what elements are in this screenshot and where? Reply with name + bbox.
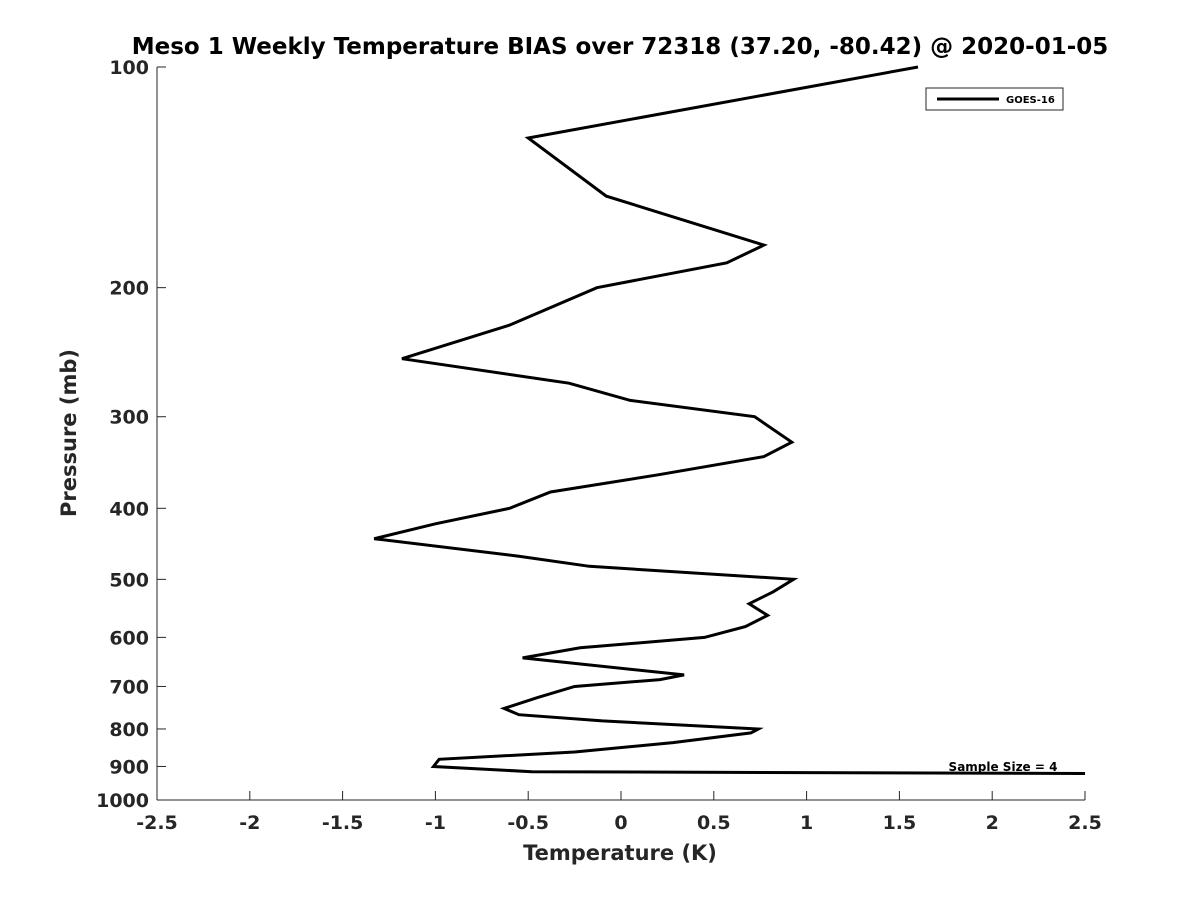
plot-series [373, 65, 1086, 775]
plot-axes: -2.5 -2 -1.5 -1 -0.5 0 0.5 1 1.5 2 2.5 100 200 300 400… [96, 57, 1102, 834]
y-tick-label: 400 [109, 498, 149, 520]
x-tick-label: 0 [614, 812, 627, 834]
x-tick-label: -1.5 [322, 812, 364, 834]
y-axis-label: Pressure (mb) [57, 349, 81, 517]
y-tick-label: 200 [109, 278, 149, 300]
y-tick-label: 600 [109, 627, 149, 649]
series-line [373, 65, 1086, 775]
x-tick-label: 0.5 [697, 812, 731, 834]
x-tick-label: -1 [425, 812, 446, 834]
legend-label: GOES-16 [1006, 95, 1055, 106]
y-tick-label: 100 [109, 57, 149, 79]
y-tick-label: 800 [109, 719, 149, 741]
x-tick-label: 1 [800, 812, 813, 834]
y-tick-label: 700 [109, 676, 149, 698]
y-tick-label: 500 [109, 569, 149, 591]
sample-size-annotation: Sample Size = 4 [949, 760, 1058, 774]
chart-legend: GOES-16 [925, 87, 1064, 111]
x-tick-label: -2 [239, 812, 260, 834]
x-axis-label: Temperature (K) [523, 841, 717, 865]
x-tick-label: 2 [986, 812, 999, 834]
x-tick-label: -2.5 [136, 812, 178, 834]
x-tick-label: 2.5 [1068, 812, 1102, 834]
x-tick-label: 1.5 [883, 812, 917, 834]
chart-title: Meso 1 Weekly Temperature BIAS over 7231… [132, 34, 1109, 60]
y-tick-label: 900 [109, 756, 149, 778]
y-tick-label: 1000 [96, 790, 149, 812]
x-tick-label: -0.5 [507, 812, 549, 834]
y-tick-label: 300 [109, 407, 149, 429]
